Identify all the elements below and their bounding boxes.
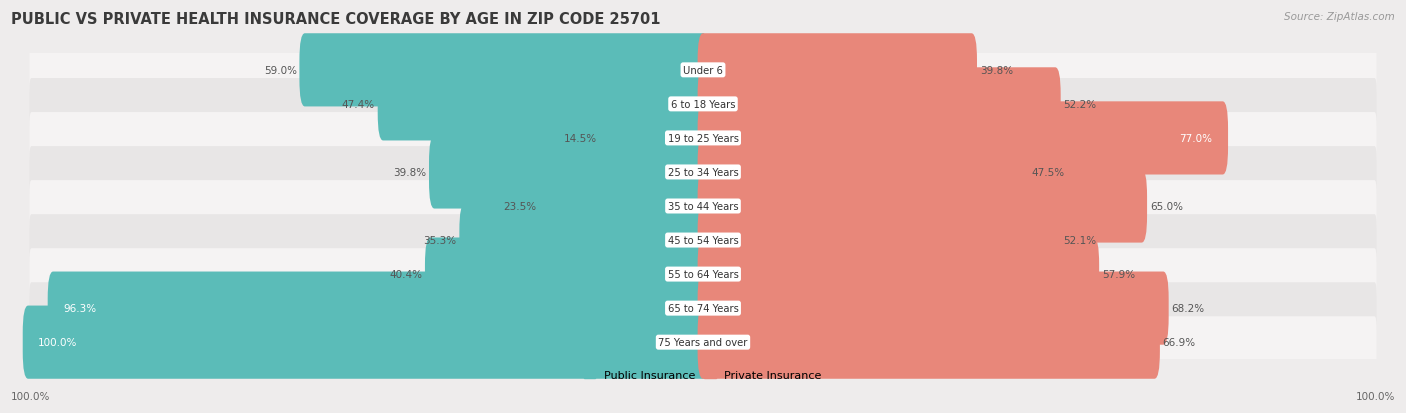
- Legend: Public Insurance, Private Insurance: Public Insurance, Private Insurance: [579, 366, 827, 385]
- Text: 45 to 54 Years: 45 to 54 Years: [668, 235, 738, 245]
- Text: 75 Years and over: 75 Years and over: [658, 337, 748, 347]
- FancyBboxPatch shape: [697, 136, 1029, 209]
- FancyBboxPatch shape: [697, 102, 1227, 175]
- Text: 23.5%: 23.5%: [503, 202, 536, 211]
- FancyBboxPatch shape: [48, 272, 709, 345]
- Text: 47.5%: 47.5%: [1032, 168, 1064, 178]
- FancyBboxPatch shape: [30, 181, 1376, 232]
- FancyBboxPatch shape: [697, 204, 1060, 277]
- FancyBboxPatch shape: [30, 215, 1376, 266]
- Text: Source: ZipAtlas.com: Source: ZipAtlas.com: [1284, 12, 1395, 22]
- FancyBboxPatch shape: [697, 170, 1147, 243]
- Text: 52.1%: 52.1%: [1063, 235, 1095, 245]
- FancyBboxPatch shape: [425, 238, 709, 311]
- FancyBboxPatch shape: [697, 306, 1160, 379]
- Text: 65 to 74 Years: 65 to 74 Years: [668, 304, 738, 313]
- Text: 96.3%: 96.3%: [63, 304, 97, 313]
- Text: 55 to 64 Years: 55 to 64 Years: [668, 269, 738, 280]
- FancyBboxPatch shape: [30, 147, 1376, 198]
- Text: PUBLIC VS PRIVATE HEALTH INSURANCE COVERAGE BY AGE IN ZIP CODE 25701: PUBLIC VS PRIVATE HEALTH INSURANCE COVER…: [11, 12, 661, 27]
- FancyBboxPatch shape: [460, 204, 709, 277]
- Text: 35.3%: 35.3%: [423, 235, 457, 245]
- FancyBboxPatch shape: [30, 113, 1376, 164]
- Text: 77.0%: 77.0%: [1180, 133, 1212, 144]
- Text: 19 to 25 Years: 19 to 25 Years: [668, 133, 738, 144]
- FancyBboxPatch shape: [30, 45, 1376, 97]
- Text: 35 to 44 Years: 35 to 44 Years: [668, 202, 738, 211]
- Text: 14.5%: 14.5%: [564, 133, 598, 144]
- FancyBboxPatch shape: [378, 68, 709, 141]
- FancyBboxPatch shape: [697, 34, 977, 107]
- FancyBboxPatch shape: [299, 34, 709, 107]
- Text: 68.2%: 68.2%: [1171, 304, 1205, 313]
- Text: 6 to 18 Years: 6 to 18 Years: [671, 100, 735, 109]
- FancyBboxPatch shape: [30, 79, 1376, 131]
- Text: 52.2%: 52.2%: [1063, 100, 1097, 109]
- FancyBboxPatch shape: [697, 238, 1099, 311]
- Text: 100.0%: 100.0%: [11, 391, 51, 401]
- FancyBboxPatch shape: [30, 282, 1376, 334]
- Text: 59.0%: 59.0%: [264, 66, 297, 76]
- Text: 47.4%: 47.4%: [342, 100, 375, 109]
- Text: 66.9%: 66.9%: [1163, 337, 1195, 347]
- Text: 100.0%: 100.0%: [1355, 391, 1395, 401]
- Text: 39.8%: 39.8%: [394, 168, 426, 178]
- Text: 65.0%: 65.0%: [1150, 202, 1182, 211]
- FancyBboxPatch shape: [697, 68, 1060, 141]
- FancyBboxPatch shape: [22, 306, 709, 379]
- Text: 57.9%: 57.9%: [1102, 269, 1135, 280]
- FancyBboxPatch shape: [30, 316, 1376, 368]
- Text: 40.4%: 40.4%: [389, 269, 422, 280]
- Text: 25 to 34 Years: 25 to 34 Years: [668, 168, 738, 178]
- FancyBboxPatch shape: [429, 136, 709, 209]
- FancyBboxPatch shape: [697, 272, 1168, 345]
- Text: Under 6: Under 6: [683, 66, 723, 76]
- FancyBboxPatch shape: [600, 102, 709, 175]
- FancyBboxPatch shape: [30, 249, 1376, 300]
- FancyBboxPatch shape: [538, 170, 709, 243]
- Text: 100.0%: 100.0%: [38, 337, 77, 347]
- Text: 39.8%: 39.8%: [980, 66, 1012, 76]
